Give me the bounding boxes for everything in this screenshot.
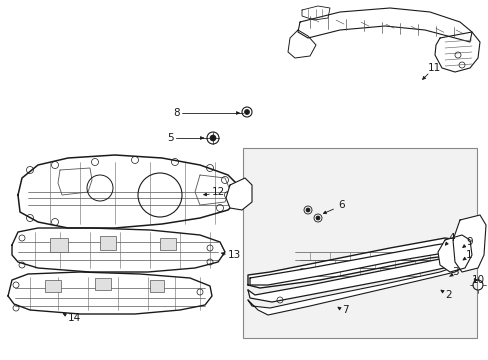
Bar xyxy=(150,280,163,292)
Text: 4: 4 xyxy=(447,233,454,243)
Text: 7: 7 xyxy=(341,305,348,315)
Text: 9: 9 xyxy=(465,237,472,247)
Polygon shape xyxy=(287,30,315,58)
Polygon shape xyxy=(195,175,229,205)
Text: 2: 2 xyxy=(444,290,451,300)
Circle shape xyxy=(315,216,319,220)
Bar xyxy=(243,148,476,338)
Text: 1: 1 xyxy=(465,250,472,260)
Text: 8: 8 xyxy=(173,108,180,118)
Bar xyxy=(45,280,61,292)
Bar xyxy=(95,278,111,290)
Text: 14: 14 xyxy=(68,313,81,323)
Text: 13: 13 xyxy=(227,250,241,260)
Text: 3: 3 xyxy=(451,267,458,277)
Circle shape xyxy=(305,208,309,212)
Polygon shape xyxy=(8,272,212,314)
Polygon shape xyxy=(302,6,329,20)
Polygon shape xyxy=(249,242,459,285)
Polygon shape xyxy=(225,178,251,210)
Polygon shape xyxy=(247,238,461,288)
Bar xyxy=(100,236,116,250)
Circle shape xyxy=(244,109,249,114)
Polygon shape xyxy=(18,155,238,228)
Polygon shape xyxy=(58,168,92,195)
Text: 10: 10 xyxy=(471,275,484,285)
Text: 11: 11 xyxy=(427,63,440,73)
Bar xyxy=(50,238,68,252)
Text: 6: 6 xyxy=(337,200,344,210)
Polygon shape xyxy=(297,8,471,42)
Bar xyxy=(160,238,176,250)
Polygon shape xyxy=(12,228,224,272)
Polygon shape xyxy=(452,215,485,272)
Polygon shape xyxy=(247,255,464,302)
Polygon shape xyxy=(434,32,479,72)
Text: 12: 12 xyxy=(212,187,225,197)
Polygon shape xyxy=(247,265,461,315)
Text: 5: 5 xyxy=(167,133,174,143)
Circle shape xyxy=(209,135,216,141)
Polygon shape xyxy=(437,235,471,272)
